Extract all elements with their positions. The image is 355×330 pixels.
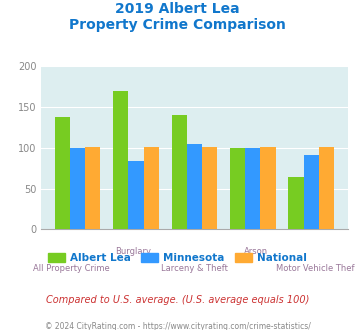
Bar	[245, 148, 260, 229]
Bar	[171, 115, 187, 229]
Text: 2019 Albert Lea: 2019 Albert Lea	[115, 2, 240, 16]
Text: © 2024 CityRating.com - https://www.cityrating.com/crime-statistics/: © 2024 CityRating.com - https://www.city…	[45, 322, 310, 330]
Bar	[319, 147, 334, 229]
Text: Arson: Arson	[244, 248, 268, 256]
Bar	[70, 148, 85, 229]
Bar	[304, 155, 319, 229]
Bar	[202, 147, 217, 229]
Text: Property Crime Comparison: Property Crime Comparison	[69, 18, 286, 32]
Bar	[230, 148, 245, 229]
Text: Compared to U.S. average. (U.S. average equals 100): Compared to U.S. average. (U.S. average …	[46, 295, 309, 305]
Legend: Albert Lea, Minnesota, National: Albert Lea, Minnesota, National	[44, 248, 311, 267]
Bar	[143, 147, 159, 229]
Text: Motor Vehicle Theft: Motor Vehicle Theft	[277, 264, 355, 273]
Bar	[129, 161, 143, 229]
Text: All Property Crime: All Property Crime	[33, 264, 110, 273]
Bar	[113, 91, 129, 229]
Bar	[288, 177, 304, 229]
Text: Burglary: Burglary	[115, 248, 151, 256]
Bar	[55, 117, 70, 229]
Bar	[85, 147, 100, 229]
Bar	[260, 147, 275, 229]
Text: Larceny & Theft: Larceny & Theft	[161, 264, 228, 273]
Bar	[187, 145, 202, 229]
